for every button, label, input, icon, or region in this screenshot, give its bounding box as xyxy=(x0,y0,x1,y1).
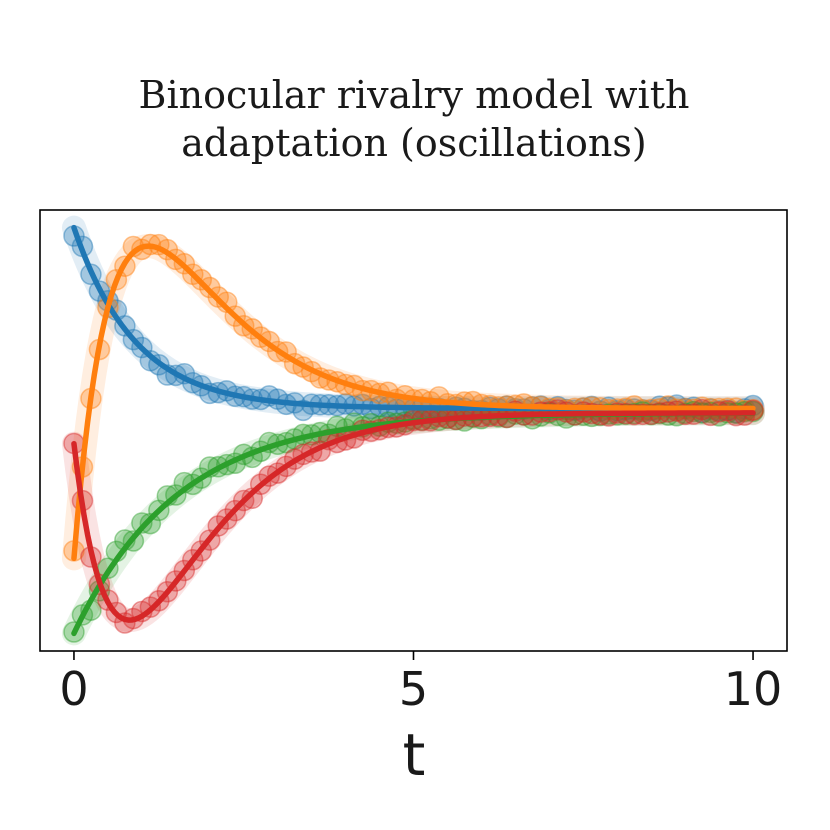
x-tick-label: 10 xyxy=(724,662,783,716)
plot-area xyxy=(61,215,766,646)
series-4-line xyxy=(71,410,756,623)
x-axis-label: t xyxy=(403,721,426,789)
x-axis: 0 5 10 xyxy=(59,651,782,716)
series-4-point xyxy=(241,487,263,510)
x-tick-label: 0 xyxy=(59,662,88,716)
chart-title-line-1: Binocular rivalry model with xyxy=(139,73,690,117)
x-tick-label: 5 xyxy=(399,662,428,716)
series-2-point xyxy=(216,291,238,313)
series-3-point xyxy=(139,512,162,535)
series-3-point xyxy=(131,512,153,534)
series-2-line xyxy=(71,243,756,562)
chart-title-line-2: adaptation (oscillations) xyxy=(181,121,646,165)
